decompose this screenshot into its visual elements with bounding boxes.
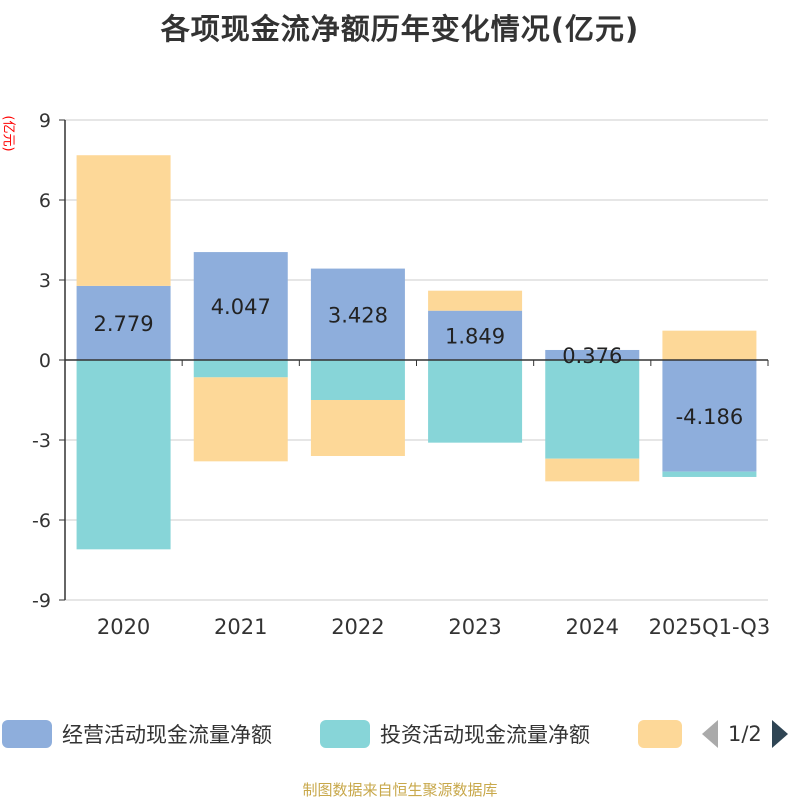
chart-title: 各项现金流净额历年变化情况(亿元) xyxy=(160,12,640,46)
bar-2024-series-1 xyxy=(545,349,640,360)
legend-swatch-investing xyxy=(320,720,370,748)
source-note: 制图数据来自恒生聚源数据库 xyxy=(302,781,498,799)
bar-2020-series-3 xyxy=(76,155,171,286)
bar-2025Q1-Q3-series-2 xyxy=(662,471,757,477)
data-label-2025Q1-Q3: -4.186 xyxy=(676,405,744,429)
legend-item-operating[interactable]: 经营活动现金流量净额 xyxy=(2,719,272,749)
bar-2023-series-2 xyxy=(428,360,523,443)
legend-label-operating: 经营活动现金流量净额 xyxy=(62,723,272,747)
y-tick-label: -6 xyxy=(32,510,51,532)
y-tick-label: 6 xyxy=(39,190,51,212)
data-label-2020: 2.779 xyxy=(94,312,154,336)
x-tick-label-2020: 2020 xyxy=(97,615,150,639)
y-tick-label: 0 xyxy=(39,350,51,372)
bar-2025Q1-Q3-series-1 xyxy=(662,360,757,472)
grid-lines xyxy=(65,119,768,601)
bar-2021-series-1 xyxy=(193,252,288,360)
x-tick-label-2022: 2022 xyxy=(331,615,384,639)
bar-2024-series-2 xyxy=(545,360,640,459)
bar-2025Q1-Q3-series-3 xyxy=(662,330,757,360)
data-label-2023: 1.849 xyxy=(445,324,505,348)
bar-2021-series-3 xyxy=(193,377,288,462)
chart-area: 9 6 3 0 -3 -6 -9 2.779 2020 4.047 2021 3.428 2022 1.8… xyxy=(32,110,770,639)
pager-prev-icon[interactable] xyxy=(702,720,718,748)
pager-next-icon[interactable] xyxy=(771,720,788,748)
x-tick-label-2025Q1-Q3: 2025Q1-Q3 xyxy=(649,615,771,639)
bar-2022-series-3 xyxy=(310,400,405,456)
x-tick-label-2023: 2023 xyxy=(448,615,501,639)
legend-swatch-operating xyxy=(2,720,52,748)
bar-2021-series-2 xyxy=(193,360,288,378)
bar-2020-series-2 xyxy=(76,360,171,550)
axes xyxy=(59,119,769,601)
bar-2020-series-1 xyxy=(76,285,171,360)
bar-2022-series-2 xyxy=(310,360,405,400)
bar-2023-series-1 xyxy=(428,310,523,360)
y-tick-label: -3 xyxy=(32,430,51,452)
labels: 9 6 3 0 -3 -6 -9 2.779 2020 4.047 2021 3.428 2022 1.8… xyxy=(32,110,770,639)
y-tick-label: 9 xyxy=(39,110,51,132)
y-tick-label: 3 xyxy=(39,270,51,292)
legend-swatch-financing xyxy=(638,720,682,748)
legend-pager: 1/2 xyxy=(702,719,788,749)
legend-label-investing: 投资活动现金流量净额 xyxy=(380,723,590,747)
x-tick-label-2024: 2024 xyxy=(566,615,619,639)
legend-item-financing[interactable] xyxy=(638,719,692,749)
pager-page-text: 1/2 xyxy=(728,722,762,746)
x-tick-label-2021: 2021 xyxy=(214,615,267,639)
data-label-2021: 4.047 xyxy=(211,295,271,319)
data-label-2022: 3.428 xyxy=(328,303,388,327)
bar-2022-series-1 xyxy=(310,268,405,360)
data-label-2024: 0.376 xyxy=(562,344,622,368)
legend: 经营活动现金流量净额 投资活动现金流量净额 1/2 xyxy=(0,715,800,755)
legend-item-investing[interactable]: 投资活动现金流量净额 xyxy=(320,719,590,749)
bar-2024-series-3 xyxy=(545,458,640,482)
y-tick-label: -9 xyxy=(32,590,51,612)
bar-2023-series-3 xyxy=(428,290,523,311)
bars xyxy=(76,155,757,550)
